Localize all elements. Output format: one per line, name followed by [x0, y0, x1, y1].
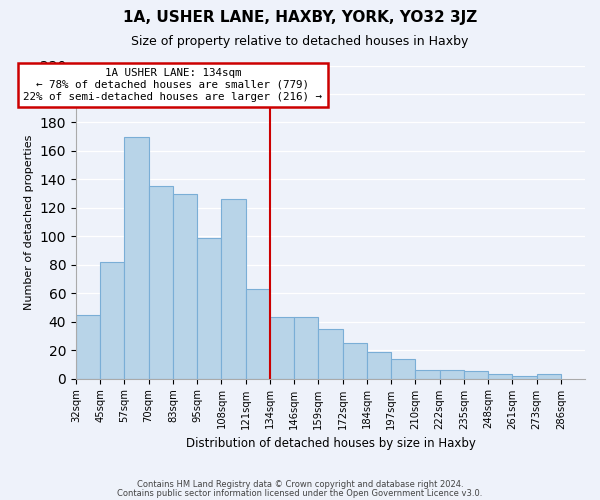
Bar — [173, 194, 197, 378]
Text: Contains HM Land Registry data © Crown copyright and database right 2024.: Contains HM Land Registry data © Crown c… — [137, 480, 463, 489]
Text: Size of property relative to detached houses in Haxby: Size of property relative to detached ho… — [131, 35, 469, 48]
Bar — [319, 329, 343, 378]
Y-axis label: Number of detached properties: Number of detached properties — [24, 134, 34, 310]
Text: Contains public sector information licensed under the Open Government Licence v3: Contains public sector information licen… — [118, 488, 482, 498]
Bar — [536, 374, 561, 378]
Bar — [197, 238, 221, 378]
Bar — [440, 370, 464, 378]
Bar — [100, 262, 124, 378]
X-axis label: Distribution of detached houses by size in Haxby: Distribution of detached houses by size … — [185, 437, 475, 450]
Bar — [270, 318, 294, 378]
Bar — [415, 370, 440, 378]
Bar — [294, 318, 319, 378]
Bar — [488, 374, 512, 378]
Bar — [343, 343, 367, 378]
Bar — [464, 372, 488, 378]
Bar — [221, 200, 245, 378]
Text: 1A, USHER LANE, HAXBY, YORK, YO32 3JZ: 1A, USHER LANE, HAXBY, YORK, YO32 3JZ — [123, 10, 477, 25]
Bar — [76, 314, 100, 378]
Bar — [391, 358, 415, 378]
Text: 1A USHER LANE: 134sqm
← 78% of detached houses are smaller (779)
22% of semi-det: 1A USHER LANE: 134sqm ← 78% of detached … — [23, 68, 322, 102]
Bar — [124, 136, 149, 378]
Bar — [149, 186, 173, 378]
Bar — [367, 352, 391, 378]
Bar — [245, 289, 270, 378]
Bar — [512, 376, 536, 378]
